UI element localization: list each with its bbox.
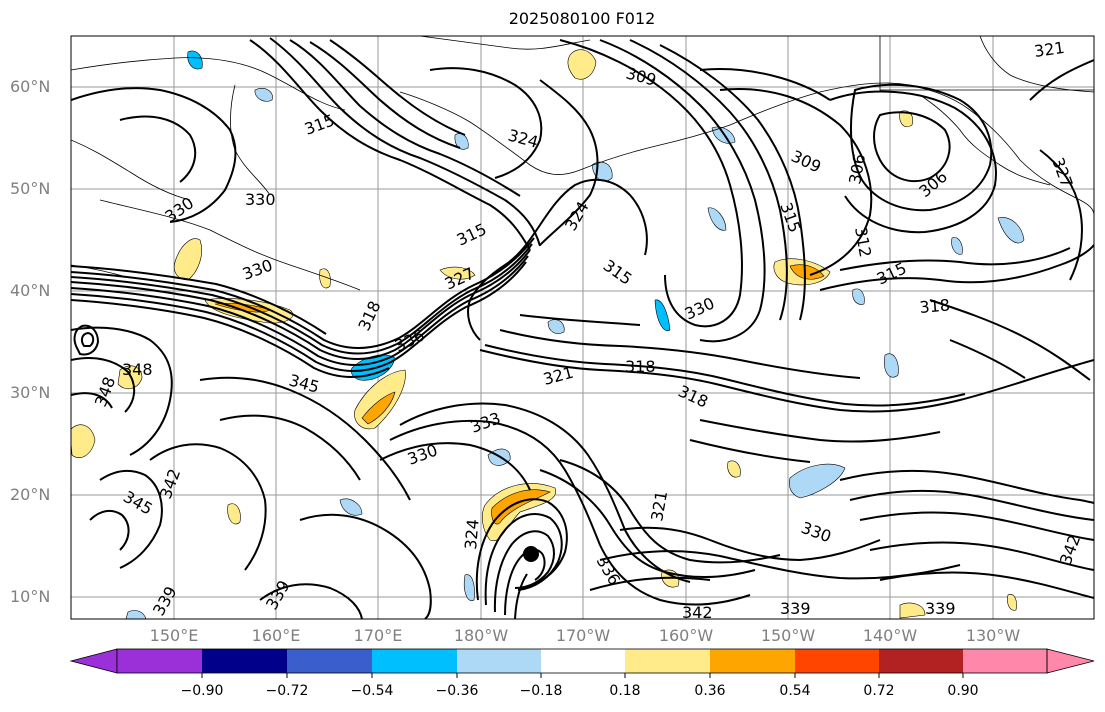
patch-negative [852,288,865,305]
patch-positive [1007,594,1017,611]
lon-label-140w: 140°W [862,626,918,645]
lon-label-130w: 130°W [965,626,1021,645]
map-title: 2025080100 F012 [508,9,656,28]
colorbar-tick-label: 0.90 [947,683,979,699]
patch-positive [361,391,396,425]
lat-label-30n: 30°N [10,383,51,402]
cyclone-center-marker [523,546,539,562]
patch-negative [789,463,846,499]
contour-label: 324 [461,518,483,550]
lon-label-150e: 150°E [149,626,199,645]
patch-negative [884,353,899,378]
colorbar-tick-label: −0.18 [519,683,563,699]
contour-label: 348 [122,360,153,379]
patch-negative [254,88,273,102]
patch-positive [71,424,96,459]
patch-positive [567,49,597,80]
colorbar-tick-label: −0.90 [180,683,224,699]
colorbar-tick-label: 0.54 [779,683,811,699]
colorbar-tick-label: −0.54 [350,683,394,699]
lon-label-160e: 160°E [251,626,301,645]
colorbar-tick-label: 0.36 [694,683,726,699]
patch-positive [319,268,331,289]
contour-label: 339 [925,599,956,618]
lon-label-170e: 170°E [353,626,403,645]
colorbar-tick-label: −0.72 [265,683,309,699]
patch-positive [789,264,825,280]
contour-label: 339 [780,599,811,618]
patch-positive [899,602,926,619]
lon-label-150w: 150°W [760,626,816,645]
contour-lines [71,37,1094,619]
patch-positive [227,503,241,525]
patch-negative [339,498,363,516]
coastlines [71,36,1094,291]
patch-positive [439,266,476,280]
lon-label-170w: 170°W [555,626,611,645]
patch-negative [654,299,671,332]
lon-label-180w: 180°W [453,626,509,645]
patch-negative [463,574,475,602]
patch-negative [125,610,147,619]
patch-negative [187,50,203,70]
lat-label-20n: 20°N [10,485,51,504]
contour-label: 330 [245,190,276,209]
patch-positive [727,460,741,478]
lat-label-50n: 50°N [10,179,51,198]
plot-frame [70,35,1095,620]
patch-negative [951,237,963,255]
patch-positive [117,365,143,390]
patch-negative [997,217,1025,244]
patch-positive [173,238,202,281]
patch-positive [899,110,913,128]
lat-label-40n: 40°N [10,281,51,300]
colorbar-tick-label: −0.36 [435,683,479,699]
lon-label-160w: 160°W [658,626,714,645]
contour-label: 318 [919,295,951,317]
contour-label: 321 [1033,38,1066,61]
patch-negative [547,319,565,334]
contour-label: 342 [682,603,713,622]
patch-negative [707,207,727,231]
colorbar-tick-label: 0.72 [863,683,895,699]
colorbar-tick-label: 0.18 [609,683,641,699]
contour-label: 318 [625,357,656,376]
lat-label-60n: 60°N [10,77,51,96]
lat-label-10n: 10°N [10,587,51,606]
